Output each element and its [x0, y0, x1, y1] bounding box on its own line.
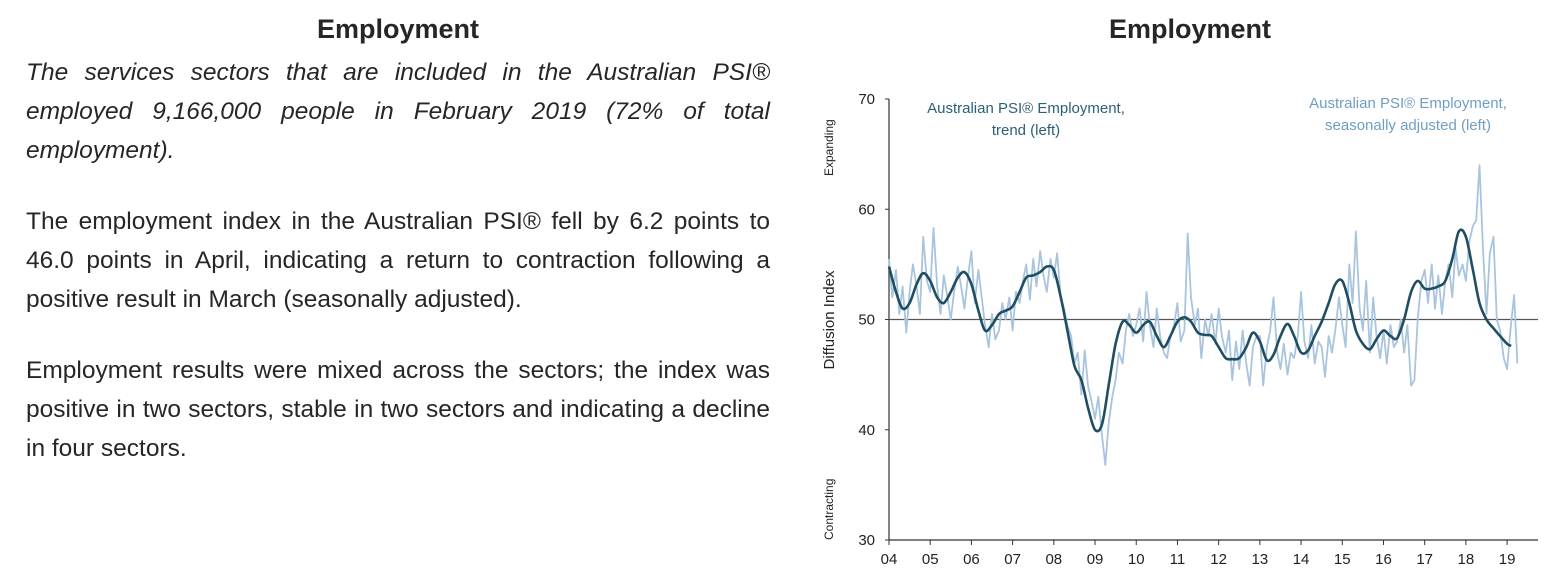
x-tick-label: 12 [1210, 551, 1227, 568]
chart-legend: Australian PSI® Employment, trend (left)… [927, 95, 1507, 139]
series-trend [887, 228, 1512, 433]
x-tick-label: 04 [881, 551, 898, 568]
x-tick-label: 16 [1375, 551, 1392, 568]
trend-line [887, 228, 1512, 433]
chart-axes: 30 40 50 60 70 04 05 06 07 08 09 10 11 12 13 14 15 16 17 18… [858, 91, 1538, 568]
x-tick-label: 17 [1416, 551, 1433, 568]
x-tick-label: 19 [1499, 551, 1516, 568]
intro-paragraph: The services sectors that are included i… [26, 59, 770, 164]
employment-index-paragraph: The employment index in the Australian P… [26, 208, 770, 313]
y-tick-label: 50 [858, 312, 875, 329]
x-tick-label: 09 [1087, 551, 1104, 568]
text-panel: Employment The services sectors that are… [26, 14, 770, 500]
chart-title: Employment [1108, 14, 1272, 44]
x-tick-label: 11 [1170, 551, 1186, 568]
sector-results-paragraph: Employment results were mixed across the… [26, 357, 770, 462]
seasonally-adjusted-line [888, 164, 1519, 466]
chart-panel: Employment 30 40 50 60 70 04 05 06 07 08 09 10 11 12 1… [800, 0, 1561, 587]
x-tick-label: 15 [1334, 551, 1351, 568]
x-tick-label: 08 [1045, 551, 1062, 568]
legend-sa-line1: Australian PSI® Employment, [1309, 95, 1507, 112]
contracting-label: Contracting [822, 479, 836, 540]
y-tick-label: 30 [858, 532, 875, 549]
expanding-label: Expanding [822, 119, 836, 176]
x-tick-label: 05 [922, 551, 939, 568]
x-tick-label: 07 [1004, 551, 1021, 568]
legend-trend-line2: trend (left) [992, 122, 1060, 139]
x-tick-label: 13 [1252, 551, 1269, 568]
series-seasonally-adjusted [888, 164, 1519, 466]
legend-trend-line1: Australian PSI® Employment, [927, 100, 1125, 117]
employment-chart: 30 40 50 60 70 04 05 06 07 08 09 10 11 12 13 14 15 16 17 18… [821, 91, 1538, 568]
x-tick-label: 18 [1458, 551, 1475, 568]
y-tick-label: 60 [858, 201, 875, 218]
text-panel-title: Employment [316, 14, 480, 44]
x-tick-label: 14 [1293, 551, 1310, 568]
y-tick-label: 70 [858, 91, 875, 108]
y-tick-label: 40 [858, 422, 875, 439]
y-axis-label: Diffusion Index [821, 270, 838, 369]
x-tick-label: 06 [963, 551, 980, 568]
legend-sa-line2: seasonally adjusted (left) [1325, 117, 1491, 134]
x-tick-label: 10 [1128, 551, 1145, 568]
